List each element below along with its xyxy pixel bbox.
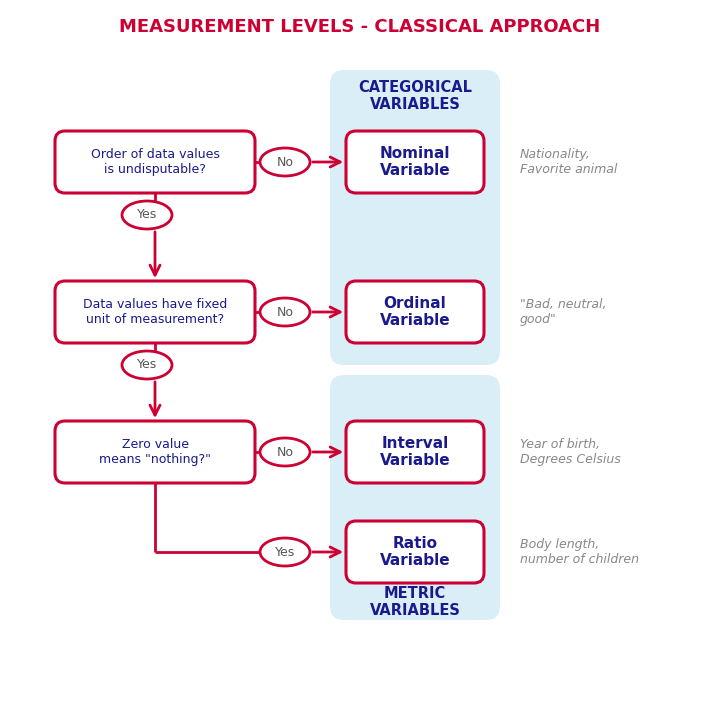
FancyBboxPatch shape — [346, 131, 484, 193]
Text: No: No — [276, 305, 294, 318]
Text: Order of data values
is undisputable?: Order of data values is undisputable? — [91, 148, 220, 176]
Text: "Bad, neutral,
good": "Bad, neutral, good" — [520, 298, 606, 326]
Text: Ratio
Variable: Ratio Variable — [379, 536, 450, 568]
Text: Yes: Yes — [275, 546, 295, 559]
FancyBboxPatch shape — [55, 421, 255, 483]
Text: No: No — [276, 156, 294, 168]
Text: Nationality,
Favorite animal: Nationality, Favorite animal — [520, 148, 617, 176]
Text: Yes: Yes — [137, 209, 157, 222]
Text: Yes: Yes — [137, 359, 157, 372]
FancyBboxPatch shape — [346, 421, 484, 483]
Ellipse shape — [122, 201, 172, 229]
Text: Data values have fixed
unit of measurement?: Data values have fixed unit of measureme… — [83, 298, 227, 326]
Text: METRIC
VARIABLES: METRIC VARIABLES — [369, 586, 460, 618]
Text: Year of birth,
Degrees Celsius: Year of birth, Degrees Celsius — [520, 438, 621, 466]
Text: Interval
Variable: Interval Variable — [379, 436, 450, 468]
FancyBboxPatch shape — [330, 70, 500, 365]
FancyBboxPatch shape — [330, 375, 500, 620]
Text: Zero value
means "nothing?": Zero value means "nothing?" — [99, 438, 211, 466]
FancyBboxPatch shape — [55, 131, 255, 193]
Ellipse shape — [260, 538, 310, 566]
Text: Nominal
Variable: Nominal Variable — [379, 145, 450, 179]
Text: No: No — [276, 446, 294, 459]
Ellipse shape — [260, 298, 310, 326]
Text: CATEGORICAL
VARIABLES: CATEGORICAL VARIABLES — [358, 80, 472, 112]
Text: Ordinal
Variable: Ordinal Variable — [379, 296, 450, 328]
Text: MEASUREMENT LEVELS - CLASSICAL APPROACH: MEASUREMENT LEVELS - CLASSICAL APPROACH — [120, 18, 600, 36]
Ellipse shape — [122, 351, 172, 379]
Ellipse shape — [260, 148, 310, 176]
Text: Body length,
number of children: Body length, number of children — [520, 538, 639, 566]
FancyBboxPatch shape — [55, 281, 255, 343]
FancyBboxPatch shape — [346, 521, 484, 583]
FancyBboxPatch shape — [346, 281, 484, 343]
Ellipse shape — [260, 438, 310, 466]
